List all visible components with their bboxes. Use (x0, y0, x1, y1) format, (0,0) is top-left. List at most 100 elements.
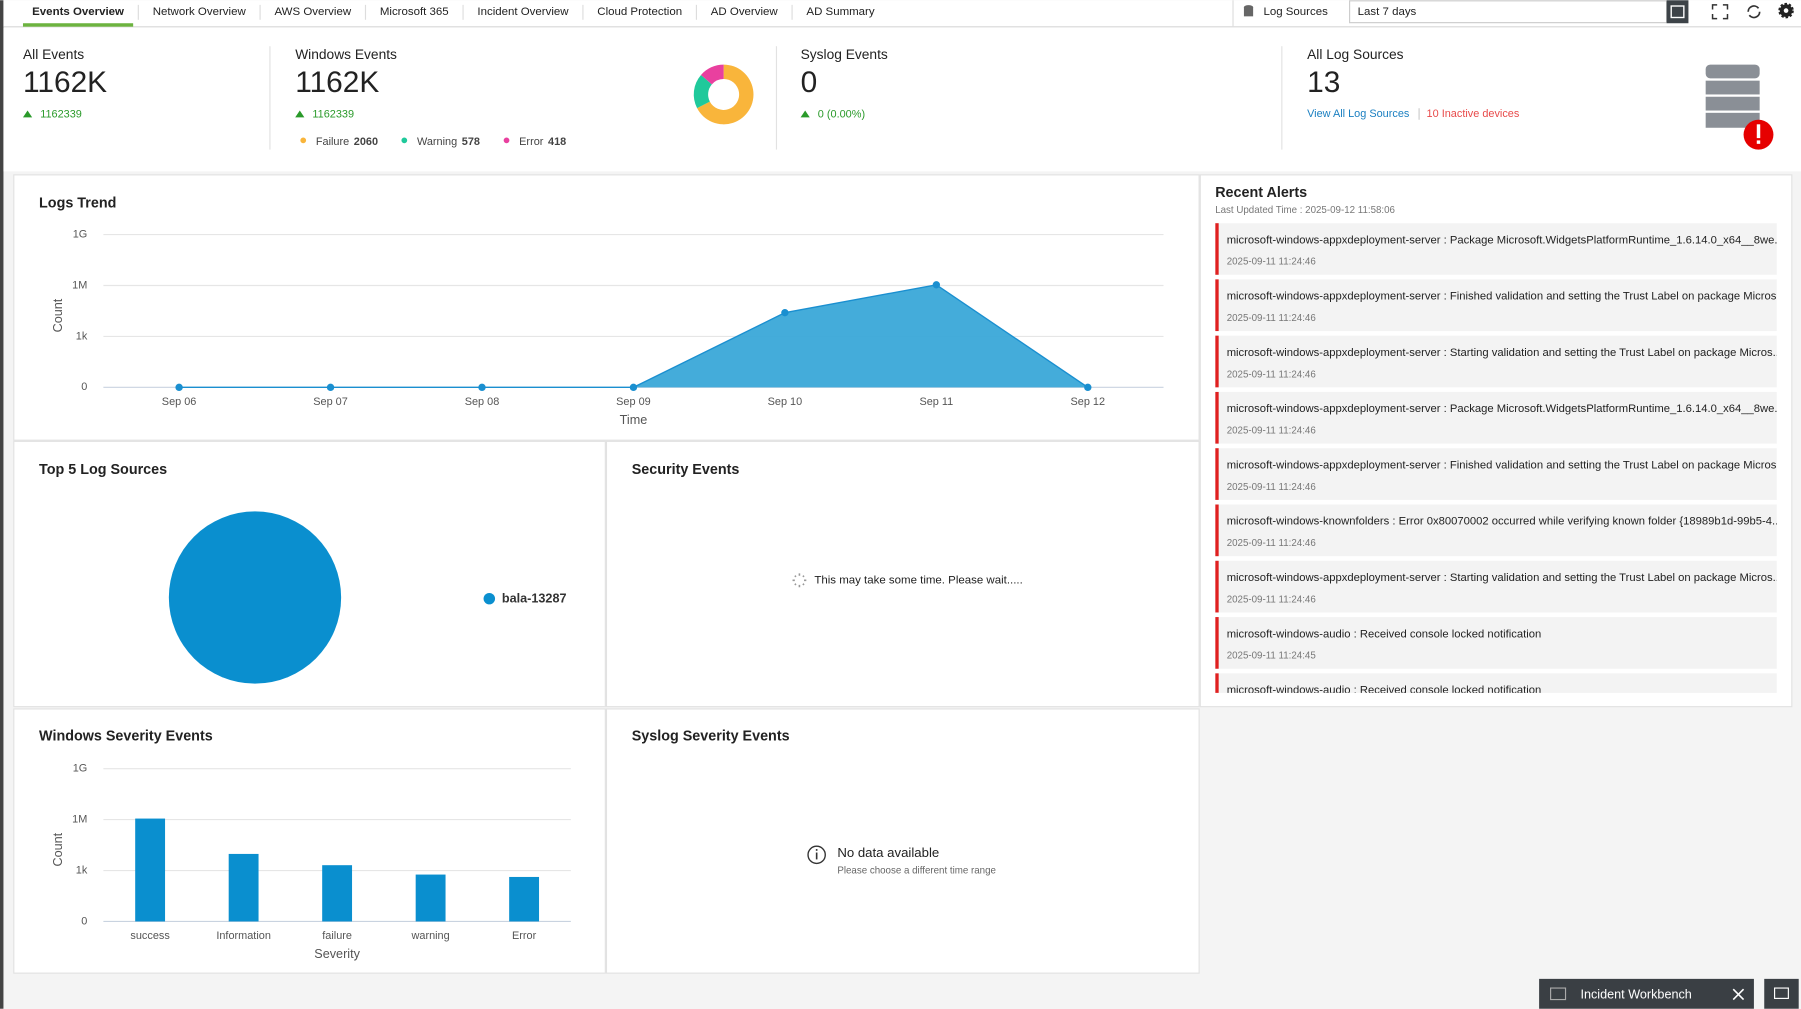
alert-severity-bar (1215, 673, 1219, 693)
summary-title: Syslog Events (801, 47, 888, 62)
alert-severity-bar (1215, 223, 1219, 275)
summary-change: 1162339 (312, 108, 354, 120)
alert-message: microsoft-windows-audio : Received conso… (1227, 628, 1542, 640)
alert-time: 2025-09-11 11:24:46 (1227, 426, 1316, 437)
settings-button[interactable] (1778, 2, 1794, 19)
alert-message: microsoft-windows-appxdeployment-server … (1227, 572, 1782, 584)
no-data-message: No data available (837, 845, 939, 860)
calendar-button[interactable] (1666, 0, 1689, 24)
alert-item[interactable] (1215, 617, 1777, 669)
alert-item[interactable] (1215, 391, 1777, 444)
up-arrow (295, 110, 305, 118)
tab[interactable]: AD Summary (806, 6, 874, 18)
alert-severity-bar (1215, 335, 1219, 388)
alert-message: microsoft-windows-knownfolders : Error 0… (1227, 516, 1782, 528)
alert-severity-bar (1215, 617, 1219, 669)
left-edge (0, 0, 4, 1009)
alert-time: 2025-09-11 11:24:46 (1227, 369, 1316, 380)
panel (13, 708, 606, 974)
x-tick-label: Sep 07 (313, 396, 348, 408)
alert-severity-bar (1215, 504, 1219, 557)
x-tick-label: Sep 11 (919, 396, 953, 408)
active-tab-indicator (22, 23, 134, 27)
tab[interactable]: Incident Overview (477, 6, 569, 18)
x-tick-label: Sep 10 (768, 396, 803, 408)
legend-label: Failure (316, 136, 349, 148)
expand-icon (1711, 4, 1729, 20)
point (175, 383, 183, 392)
x-tick-label: Error (512, 930, 537, 942)
y-tick-label: 1M (72, 813, 87, 825)
last-updated: Last Updated Time : 2025-09-12 11:58:06 (1215, 205, 1395, 216)
x-axis-label: Time (620, 413, 648, 427)
summary-title: All Log Sources (1307, 47, 1404, 62)
slice (693, 74, 712, 109)
alert-item[interactable] (1215, 560, 1777, 613)
close-icon[interactable] (1732, 988, 1745, 1001)
y-tick-label: 0 (81, 915, 87, 927)
incident-workbench-bar[interactable] (1539, 978, 1754, 1009)
panel-title: Top 5 Log Sources (39, 462, 167, 478)
alert-severity-bar (1215, 560, 1219, 613)
point (932, 281, 941, 289)
y-tick-label: 1G (73, 763, 88, 775)
log-sources-label: Log Sources (1263, 6, 1328, 18)
tab[interactable]: Events Overview (32, 6, 124, 18)
alert-message: microsoft-windows-appxdeployment-server … (1227, 234, 1784, 246)
view-all-link[interactable]: View All Log Sources (1307, 108, 1410, 120)
summary: All Events 1162K 1162339 Windows Events 1162… (22, 47, 1404, 120)
x-tick-label: Sep 09 (616, 396, 651, 408)
tab[interactable]: Microsoft 365 (380, 6, 449, 18)
alert-message: microsoft-windows-appxdeployment-server … (1227, 291, 1786, 303)
tab[interactable]: AWS Overview (274, 6, 351, 18)
alert-item[interactable] (1215, 279, 1777, 332)
x-tick-label: Sep 06 (162, 396, 197, 408)
alert-time: 2025-09-11 11:24:46 (1227, 482, 1316, 493)
chat-button[interactable] (1764, 978, 1799, 1009)
panel-title: Recent Alerts (1215, 185, 1307, 201)
alert-time: 2025-09-11 11:24:46 (1227, 257, 1316, 268)
bar (135, 818, 166, 922)
divider (1232, 0, 1234, 27)
server-icon (1705, 64, 1774, 150)
legend-dot (483, 592, 496, 605)
expand-button[interactable] (1711, 4, 1729, 20)
summary-change: 0 (0.00%) (818, 108, 865, 120)
inactive-devices-link[interactable]: 10 Inactive devices (1427, 108, 1520, 120)
alert-item[interactable] (1215, 673, 1777, 725)
tab[interactable]: AD Overview (711, 6, 779, 18)
x-tick-label: success (130, 930, 170, 942)
gear-hole (1783, 8, 1789, 13)
loading-message: This may take some time. Please wait....… (814, 574, 1022, 586)
alert-item[interactable] (1215, 335, 1777, 388)
log-sources-button[interactable]: Log Sources (1243, 5, 1328, 18)
up-arrow (800, 110, 810, 118)
legend-entry: Failure 2060 (316, 136, 378, 148)
x-tick-label: warning (411, 930, 450, 942)
alert-list: microsoft-windows-appxdeployment-server … (1215, 223, 1786, 725)
x-tick-label: failure (322, 930, 352, 942)
bar (322, 865, 353, 922)
alert-item[interactable] (1215, 448, 1777, 500)
panel-title: Syslog Severity Events (632, 728, 790, 744)
no-data-hint: Please choose a different time range (837, 865, 996, 876)
alert-item[interactable] (1215, 223, 1777, 275)
tab[interactable]: Cloud Protection (597, 6, 682, 18)
workbench-label: Incident Workbench (1580, 987, 1691, 1001)
legend-dot (300, 137, 307, 144)
y-tick-label: 1M (72, 279, 87, 291)
legend-value: 578 (462, 136, 480, 148)
bar (509, 876, 540, 922)
x-tick-label: Sep 12 (1071, 396, 1106, 408)
db-icon (1243, 7, 1254, 17)
point (629, 383, 638, 392)
info-mark (815, 849, 818, 851)
legend-value: 2060 (354, 136, 378, 148)
tab[interactable]: Network Overview (153, 6, 247, 18)
panel (605, 440, 1200, 708)
legend-label: Error (519, 136, 544, 148)
info-icon (807, 845, 826, 865)
alert-severity-bar (1215, 391, 1219, 444)
refresh-button[interactable] (1747, 5, 1761, 19)
alert-item[interactable] (1215, 504, 1777, 557)
